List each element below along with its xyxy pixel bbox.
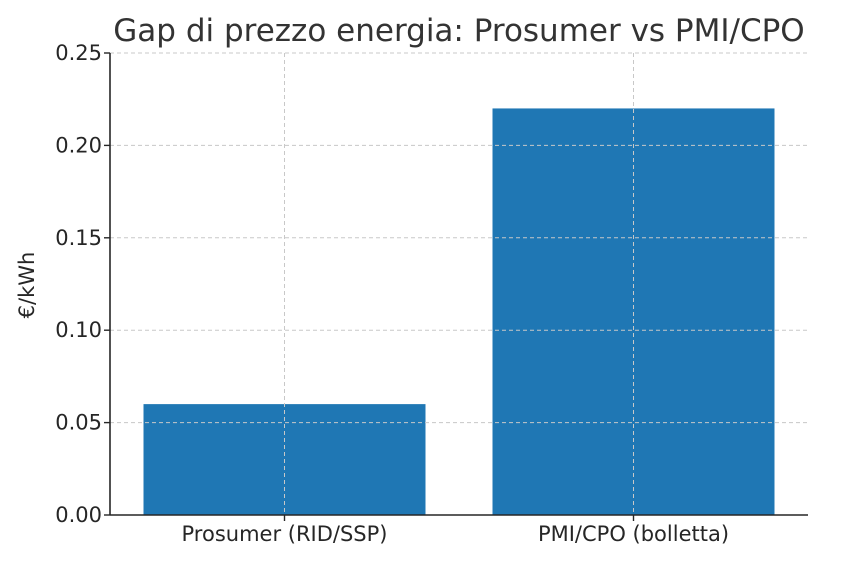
y-tick-label: 0.10 [55,318,102,342]
y-tick-label: 0.15 [55,226,102,250]
y-tick-label: 0.20 [55,133,102,157]
x-tick-label: Prosumer (RID/SSP) [182,522,388,546]
y-tick-label: 0.25 [55,41,102,65]
y-tick-label: 0.00 [55,503,102,527]
x-ticks: Prosumer (RID/SSP) PMI/CPO (bolletta) [182,515,729,546]
axes [109,53,808,516]
bars [143,108,775,515]
chart-title: Gap di prezzo energia: Prosumer vs PMI/C… [113,13,804,49]
y-ticks: 0.00 0.05 0.10 0.15 0.20 0.25 [55,41,110,527]
y-axis-label: €/kWh [15,252,39,319]
y-tick-label: 0.05 [55,411,102,435]
x-tick-label: PMI/CPO (bolletta) [538,522,729,546]
